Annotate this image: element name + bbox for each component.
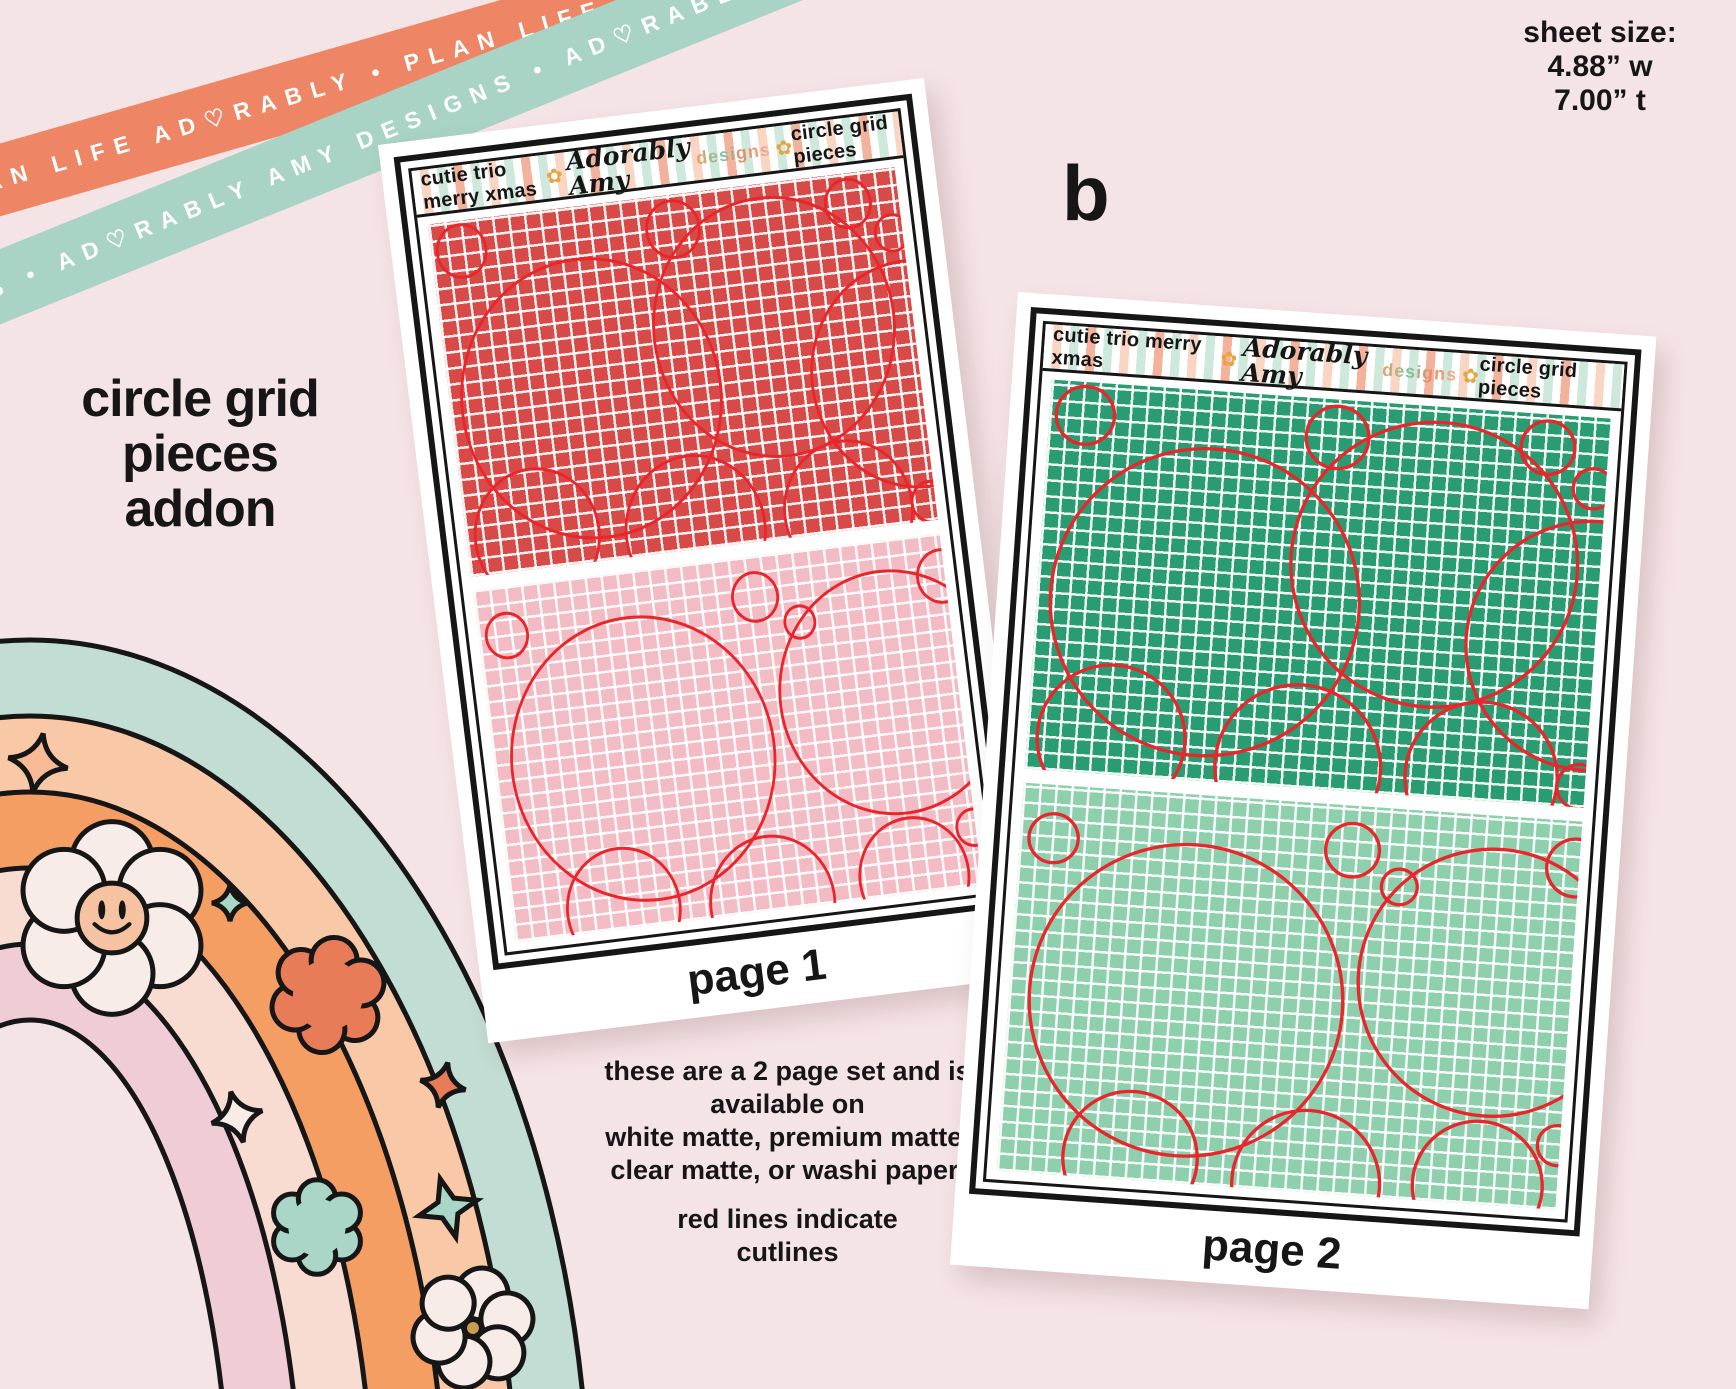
brand-logo: ✿ Adorably Amy designs ✿	[1219, 333, 1481, 401]
brand-script-text: Adorably Amy	[1240, 332, 1369, 391]
cutline-circles	[1027, 811, 1583, 1210]
product-title-line: addon	[124, 480, 277, 539]
cutline-circles	[435, 177, 938, 577]
cutline-circles	[1035, 384, 1611, 808]
note-line: these are a 2 page set and is	[604, 1056, 971, 1086]
header-product-name: circle grid pieces	[1477, 353, 1578, 403]
print-area: cutie trio merry xmas ✿ Adorably Amy des…	[982, 320, 1628, 1223]
print-area: cutie trio merry xmas ✿ Adorably Amy des…	[408, 108, 998, 956]
sheet-size-line: sheet size:	[1523, 16, 1677, 49]
rainbow-inner-fill	[0, 1017, 224, 1389]
rainbow-decorations	[7, 732, 536, 1389]
flower-icon	[271, 1177, 363, 1277]
sparkle-icon	[419, 1061, 467, 1109]
sticker-sheet-page-2: cutie trio merry xmas ✿ Adorably Amy des…	[949, 292, 1657, 1310]
note-line: red lines indicate	[677, 1203, 898, 1234]
sheet-frame: cutie trio merry xmas ✿ Adorably Amy des…	[968, 306, 1642, 1237]
product-title-line: pieces	[122, 425, 279, 484]
sparkle-icon	[211, 884, 249, 922]
availability-paragraph: these are a 2 page set and is available …	[565, 1055, 1010, 1187]
daisy-icon: ✿	[1219, 347, 1238, 371]
product-title: circle grid pieces addon	[40, 370, 360, 539]
cutline-paragraph: red lines indicate cutlines	[565, 1203, 1010, 1269]
note-line: white matte, premium matte,	[605, 1121, 970, 1152]
brand-script-text: Adorably Amy	[564, 132, 692, 201]
header-collection-name: cutie trio merry xmas	[1050, 323, 1203, 373]
daisy-face-icon	[20, 819, 204, 1017]
header-product-name: circle grid pieces	[789, 111, 890, 169]
cutline-circles	[484, 547, 983, 943]
daisy-icon	[410, 1265, 536, 1389]
daisy-icon: ✿	[544, 164, 565, 189]
sheet-frame: cutie trio merry xmas ✿ Adorably Amy des…	[393, 93, 1012, 971]
product-title-line: circle grid	[81, 370, 320, 428]
star4-icon	[412, 1172, 484, 1244]
retro-rainbow-graphic	[0, 637, 585, 1389]
flower-icon	[269, 934, 387, 1056]
note-line: available on	[710, 1088, 865, 1119]
grid-block-lightgreen	[996, 782, 1583, 1210]
daisy-icon: ✿	[1461, 364, 1480, 388]
note-line: cutlines	[736, 1236, 839, 1267]
grid-block-green	[1024, 379, 1611, 808]
sparkle-icon	[7, 732, 69, 794]
sheet-size-line: 7.00” t	[1554, 84, 1646, 118]
note-line: clear matte, or washi paper.	[610, 1154, 965, 1185]
brand-sub-text: designs	[1381, 359, 1458, 385]
grid-block-pink	[472, 532, 983, 943]
brand-sub-text: designs	[694, 138, 772, 168]
availability-notes: these are a 2 page set and is available …	[565, 1055, 1010, 1269]
sheet-size-note: sheet size: 4.88” w 7.00” t	[1470, 16, 1730, 119]
header-collection-name: cutie trio merry xmas	[419, 158, 539, 214]
grid-block-red	[428, 167, 938, 577]
sheet-size-line: 4.88” w	[1547, 50, 1653, 84]
stray-letter-b: b	[1062, 149, 1110, 237]
sparkle-icon	[210, 1090, 264, 1144]
sticker-sheet-page-1: cutie trio merry xmas ✿ Adorably Amy des…	[378, 77, 1035, 1044]
